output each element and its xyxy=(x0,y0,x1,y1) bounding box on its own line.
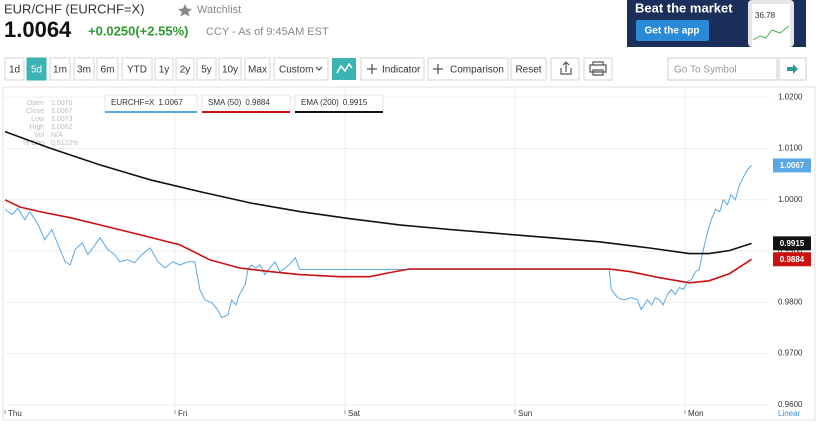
price: 1.0064 xyxy=(4,17,72,42)
star-icon[interactable] xyxy=(178,4,192,17)
legend-label: EMA (200) xyxy=(301,98,339,107)
plus-icon xyxy=(367,64,377,74)
legend-value: 0.9915 xyxy=(343,98,368,107)
quote-meta: CCY - As of 9:45AM EST xyxy=(206,26,329,38)
range-button[interactable] xyxy=(154,57,174,81)
symbol-search-placeholder: Go To Symbol xyxy=(674,65,737,76)
x-tick-label: Mon xyxy=(688,409,704,418)
ohlc-label: Low xyxy=(31,116,45,123)
range-button-label: 5d xyxy=(31,65,42,76)
range-button[interactable] xyxy=(4,57,25,81)
price-change: +0.0250(+2.55%) xyxy=(88,23,188,38)
range-button[interactable] xyxy=(73,57,95,81)
y-tick-label: 1.0000 xyxy=(778,195,803,204)
x-tick-label: Thu xyxy=(8,409,22,418)
custom-button[interactable] xyxy=(273,57,329,81)
reset-button[interactable] xyxy=(510,57,547,81)
range-button[interactable] xyxy=(196,57,217,81)
range-button[interactable] xyxy=(96,57,119,81)
print-icon xyxy=(589,61,607,76)
x-tick-label: Sun xyxy=(518,409,532,418)
range-button[interactable] xyxy=(121,57,153,81)
range-button-label: 6m xyxy=(101,65,115,76)
series-line xyxy=(4,199,753,284)
scale-label: Linear xyxy=(778,409,801,418)
x-tick-label: Sat xyxy=(348,409,361,418)
ohlc-label: High xyxy=(30,124,45,131)
chart-frame xyxy=(2,86,816,421)
ohlc-label: Vol xyxy=(34,132,44,139)
symbol-name: EUR/CHF (EURCHF=X) xyxy=(4,1,144,16)
range-button-label: 3m xyxy=(77,65,91,76)
legend-label: EURCHF=X xyxy=(111,98,155,107)
last-value-tag xyxy=(773,158,811,173)
y-tick-label: 0.9700 xyxy=(778,349,803,358)
ad-button[interactable] xyxy=(636,20,709,41)
y-tick-label: 1.0200 xyxy=(778,92,803,101)
x-tick-label: Fri xyxy=(178,409,188,418)
ohlc-label: % Chg xyxy=(23,140,44,147)
phone-sparkline xyxy=(752,25,790,41)
comparison-button[interactable] xyxy=(427,57,509,81)
ohlc-label: Open xyxy=(27,100,44,107)
phone-value: 36.78 xyxy=(755,11,776,20)
range-button[interactable] xyxy=(26,57,47,81)
series-line xyxy=(4,165,752,319)
last-value-label: 0.9884 xyxy=(780,255,805,264)
range-button[interactable] xyxy=(244,57,271,81)
share-button[interactable] xyxy=(550,57,580,81)
range-button[interactable] xyxy=(175,57,195,81)
series-line xyxy=(4,130,752,255)
ad-title: Beat the market xyxy=(635,0,733,15)
watchlist-link[interactable]: Watchlist xyxy=(197,4,241,16)
ohlc-value: 1.0070 xyxy=(51,100,73,107)
y-tick-label: 0.9900 xyxy=(778,246,803,255)
ohlc-value: 0.5122% xyxy=(51,140,79,147)
plus-icon xyxy=(433,64,443,74)
last-value-tag xyxy=(773,236,811,251)
print-button[interactable] xyxy=(583,57,613,81)
comparison-label: Comparison xyxy=(450,65,504,76)
range-button-label: 1m xyxy=(53,65,67,76)
range-button-label: 5y xyxy=(201,65,212,76)
ohlc-label: Close xyxy=(26,108,44,115)
last-value-tag xyxy=(773,252,811,267)
range-button-label: 10y xyxy=(222,65,238,76)
ad-button-label: Get the app xyxy=(644,26,699,37)
range-button[interactable] xyxy=(218,57,242,81)
legend-value: 1.0067 xyxy=(158,98,183,107)
range-button-label: Max xyxy=(248,65,267,76)
chart-type-icon xyxy=(336,62,353,74)
custom-label: Custom xyxy=(279,65,313,76)
ohlc-value: 1.0073 xyxy=(51,116,73,123)
indicator-label: Indicator xyxy=(382,65,421,76)
range-button-label: 1y xyxy=(159,65,170,76)
dropdown-chevron xyxy=(315,66,323,71)
last-value-label: 1.0067 xyxy=(780,161,805,170)
range-button-label: 2y xyxy=(180,65,191,76)
y-tick-label: 0.9800 xyxy=(778,297,803,306)
y-tick-label: 1.0100 xyxy=(778,144,803,153)
last-value-label: 0.9915 xyxy=(780,239,805,248)
arrow-icon xyxy=(787,64,798,74)
ohlc-value: N/A xyxy=(51,132,63,139)
range-button[interactable] xyxy=(49,57,71,81)
y-tick-label: 0.9600 xyxy=(778,400,803,409)
ohlc-value: 1.0067 xyxy=(51,108,73,115)
phone-screen xyxy=(752,4,790,47)
ohlc-value: 1.0062 xyxy=(51,124,73,131)
indicator-button[interactable] xyxy=(360,57,425,81)
range-button-label: YTD xyxy=(127,65,147,76)
reset-label: Reset xyxy=(515,65,541,76)
share-icon xyxy=(560,61,572,75)
range-button-label: 1d xyxy=(9,65,20,76)
symbol-search[interactable] xyxy=(667,57,778,81)
legend-label: SMA (50) xyxy=(208,98,242,107)
legend-value: 0.9884 xyxy=(245,98,270,107)
